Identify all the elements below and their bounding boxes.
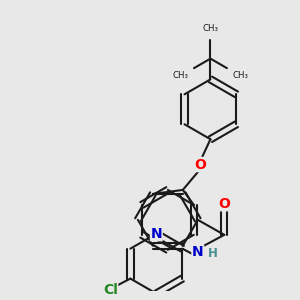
Text: Cl: Cl: [103, 283, 118, 297]
Text: CH₃: CH₃: [202, 24, 218, 33]
Text: CH₃: CH₃: [172, 71, 188, 80]
Text: CH₃: CH₃: [232, 71, 248, 80]
Text: O: O: [218, 197, 230, 211]
Text: H: H: [208, 247, 218, 260]
Text: N: N: [192, 245, 204, 259]
Text: N: N: [151, 227, 162, 241]
Text: O: O: [194, 158, 206, 172]
